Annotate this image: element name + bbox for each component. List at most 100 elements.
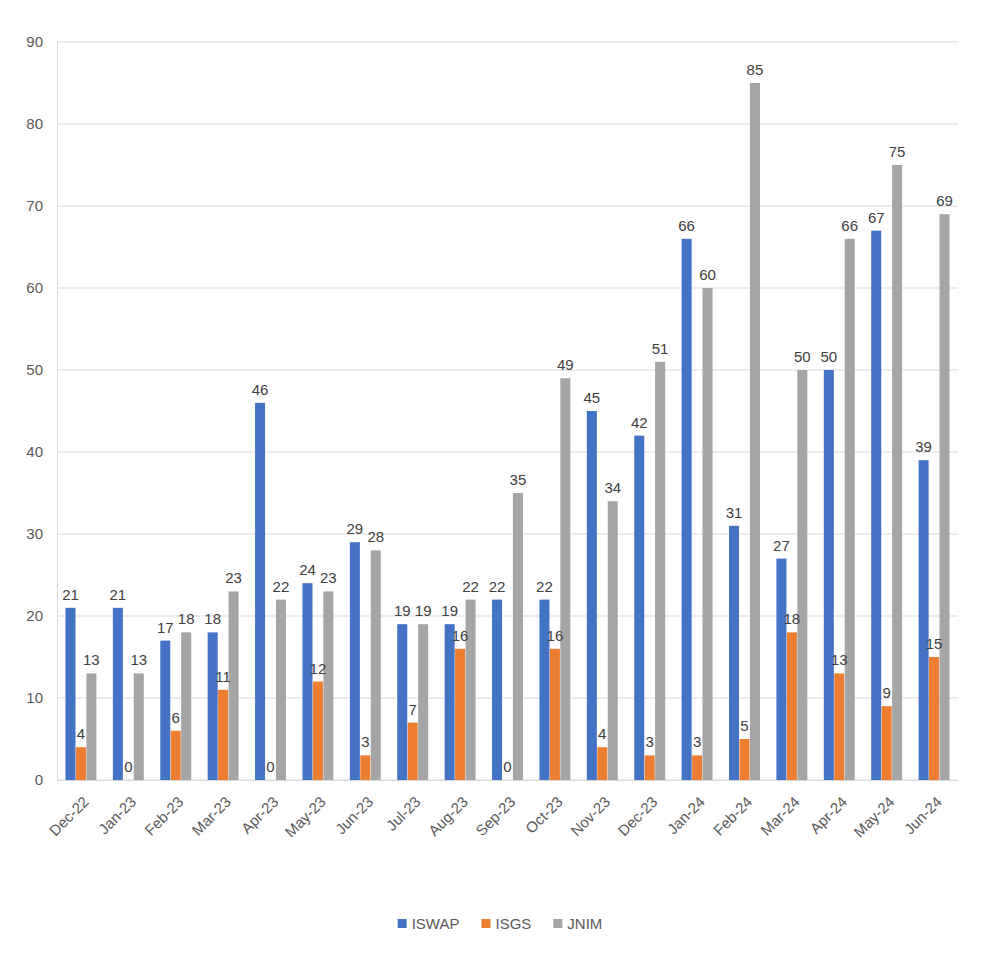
bar <box>208 632 218 780</box>
data-labels: 2121171846242919192222454266312750673940… <box>62 61 953 775</box>
bar <box>776 559 786 780</box>
legend-swatch <box>398 919 407 928</box>
bar <box>550 649 560 780</box>
x-tick-label: Apr-24 <box>806 793 850 837</box>
bar <box>229 591 239 780</box>
data-label: 3 <box>646 733 654 750</box>
x-tick: May-24 <box>850 780 897 840</box>
x-tick: Dec-22 <box>46 780 92 839</box>
data-label: 23 <box>225 569 242 586</box>
y-tick: 20 <box>26 607 57 624</box>
bar <box>692 755 702 780</box>
bar <box>171 731 181 780</box>
data-label: 22 <box>462 578 479 595</box>
grid-line <box>57 698 958 699</box>
data-label: 12 <box>310 660 327 677</box>
bar <box>397 624 407 780</box>
legend: ISWAPISGSJNIM <box>398 915 603 932</box>
bar <box>218 690 228 780</box>
data-label: 11 <box>215 668 231 685</box>
bar <box>360 755 370 780</box>
bar <box>123 780 133 781</box>
bar <box>939 214 949 780</box>
legend-label: ISWAP <box>412 915 460 932</box>
bar <box>608 501 618 780</box>
x-tick: May-23 <box>281 780 328 840</box>
bar <box>160 641 170 780</box>
grid-line <box>57 288 958 289</box>
x-tick: Jun-24 <box>901 780 945 837</box>
bar <box>350 542 360 780</box>
data-label: 9 <box>882 684 890 701</box>
x-tick-label: Dec-22 <box>46 793 92 839</box>
data-label: 67 <box>868 209 885 226</box>
legend-label: JNIM <box>567 915 602 932</box>
data-label: 45 <box>584 389 601 406</box>
bar <box>408 723 418 780</box>
y-tick: 70 <box>26 197 57 214</box>
bar <box>750 83 760 780</box>
x-tick: Apr-24 <box>806 780 850 837</box>
x-tick-label: Oct-23 <box>522 793 566 837</box>
y-tick-label: 0 <box>35 771 43 788</box>
bar <box>418 624 428 780</box>
chart: 0102030405060708090212117184624291919222… <box>0 0 1000 957</box>
x-tick-label: May-23 <box>281 793 328 840</box>
data-label: 5 <box>740 717 748 734</box>
bar <box>845 239 855 780</box>
data-label: 0 <box>124 758 132 775</box>
legend-swatch <box>553 919 562 928</box>
x-tick-label: Sep-23 <box>472 793 518 839</box>
data-label: 60 <box>699 266 716 283</box>
bar <box>455 649 465 780</box>
y-tick: 80 <box>26 115 57 132</box>
data-label: 49 <box>557 356 574 373</box>
bar <box>645 755 655 780</box>
bar <box>502 780 512 781</box>
x-tick: Jan-23 <box>95 780 139 837</box>
data-label: 85 <box>747 61 764 78</box>
data-label: 13 <box>831 651 848 668</box>
y-tick-label: 10 <box>26 689 43 706</box>
bar <box>302 583 312 780</box>
data-label: 66 <box>678 217 695 234</box>
bar <box>492 600 502 780</box>
bar <box>655 362 665 780</box>
data-label: 3 <box>361 733 369 750</box>
data-label: 18 <box>204 610 221 627</box>
x-tick: Dec-23 <box>614 780 660 839</box>
data-label: 42 <box>631 414 648 431</box>
data-label: 22 <box>273 578 290 595</box>
data-label: 3 <box>693 733 701 750</box>
bar <box>703 288 713 780</box>
bar-series <box>86 83 949 780</box>
x-tick: Jan-24 <box>664 780 708 837</box>
bar <box>787 632 797 780</box>
data-label: 6 <box>172 709 180 726</box>
data-label: 19 <box>394 602 411 619</box>
data-label: 16 <box>452 627 469 644</box>
y-tick: 10 <box>26 689 57 706</box>
bar-series <box>76 632 939 780</box>
x-tick-label: May-24 <box>850 793 897 840</box>
data-label: 7 <box>409 701 417 718</box>
data-label: 23 <box>320 569 337 586</box>
bar <box>824 370 834 780</box>
x-tick: Apr-23 <box>238 780 282 837</box>
grid-line <box>57 780 958 781</box>
bar <box>255 403 265 780</box>
data-label: 17 <box>157 619 174 636</box>
bar <box>266 780 276 781</box>
bar <box>871 231 881 780</box>
x-tick-label: Jul-23 <box>383 793 424 834</box>
data-label: 69 <box>936 192 953 209</box>
data-label: 15 <box>926 635 943 652</box>
bar <box>181 632 191 780</box>
bar <box>597 747 607 780</box>
x-tick-label: Feb-23 <box>141 793 187 839</box>
x-tick-label: Jan-23 <box>95 793 139 837</box>
data-label: 18 <box>784 610 801 627</box>
bar <box>65 608 75 780</box>
data-label: 19 <box>415 602 432 619</box>
x-tick-label: Apr-23 <box>238 793 282 837</box>
